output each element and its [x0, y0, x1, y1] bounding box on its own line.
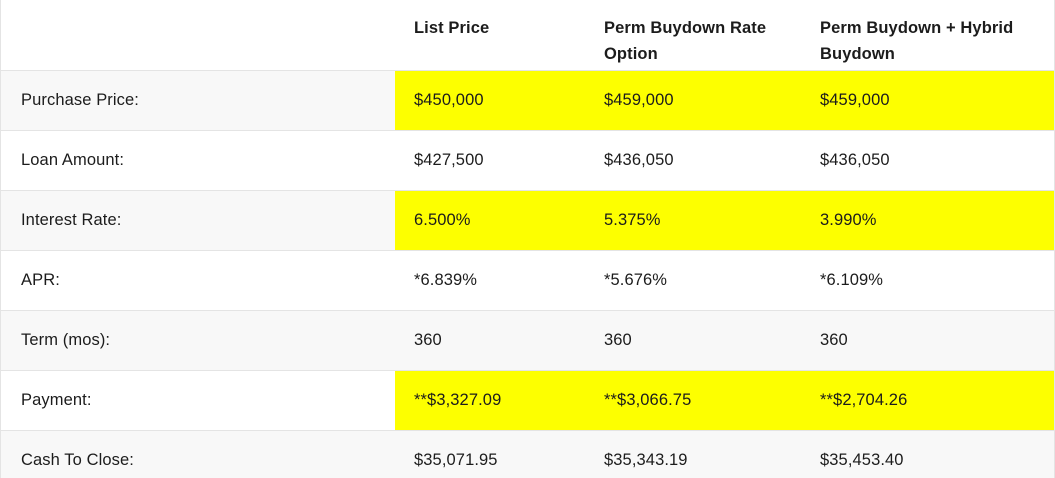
row-label: Purchase Price: [1, 71, 395, 130]
value-cell-perm-buydown: 5.375% [585, 191, 801, 250]
value-cell-perm-buydown: 360 [585, 311, 801, 370]
row-label: Loan Amount: [21, 151, 125, 169]
header-empty-cell [1, 0, 395, 70]
value-cell-perm-buydown-hybrid: $459,000 [801, 71, 1054, 130]
value-cell-perm-buydown: $459,000 [585, 71, 801, 130]
table-row: Interest Rate: 6.500% 5.375% 3.990% [1, 190, 1054, 250]
value-cell-list-price: **$3,327.09 [395, 371, 585, 430]
column-header-perm-buydown-rate-option: Perm Buydown Rate Option [585, 0, 801, 70]
value-cell-list-price: $35,071.95 [395, 431, 585, 478]
table-body: Purchase Price: $450,000 $459,000 $459,0… [1, 70, 1054, 478]
value-cell-list-price: 6.500% [395, 191, 585, 250]
table-row: Cash To Close: $35,071.95 $35,343.19 $35… [1, 430, 1054, 478]
row-label: APR: [21, 271, 60, 289]
table-row: Loan Amount: $427,500 $436,050 $436,050 [1, 130, 1054, 190]
value-cell-perm-buydown-hybrid: $436,050 [820, 151, 890, 169]
header-row: List Price Perm Buydown Rate Option Perm… [1, 0, 1054, 70]
row-label: Payment: [21, 391, 92, 409]
value-cell-perm-buydown-hybrid: 3.990% [801, 191, 1054, 250]
table-row: Term (mos): 360 360 360 [1, 310, 1054, 370]
value-cell-perm-buydown: $35,343.19 [585, 431, 801, 478]
value-cell-perm-buydown: **$3,066.75 [585, 371, 801, 430]
value-cell-list-price: $427,500 [414, 151, 484, 169]
table-row: APR: *6.839% *5.676% *6.109% [1, 250, 1054, 310]
table-row: Purchase Price: $450,000 $459,000 $459,0… [1, 70, 1054, 130]
value-cell-list-price: *6.839% [414, 271, 478, 289]
value-cell-list-price: $450,000 [395, 71, 585, 130]
table-row: Payment: **$3,327.09 **$3,066.75 **$2,70… [1, 370, 1054, 430]
row-label: Interest Rate: [1, 191, 395, 250]
column-header-perm-buydown-hybrid: Perm Buydown + Hybrid Buydown [801, 0, 1054, 70]
value-cell-list-price: 360 [395, 311, 585, 370]
value-cell-perm-buydown-hybrid: **$2,704.26 [801, 371, 1054, 430]
value-cell-perm-buydown: $436,050 [604, 151, 674, 169]
value-cell-perm-buydown-hybrid: 360 [801, 311, 1054, 370]
row-label: Cash To Close: [1, 431, 395, 478]
value-cell-perm-buydown-hybrid: $35,453.40 [801, 431, 1054, 478]
value-cell-perm-buydown: *5.676% [604, 271, 668, 289]
value-cell-perm-buydown-hybrid: *6.109% [820, 271, 884, 289]
column-header-list-price: List Price [395, 0, 585, 70]
row-label: Term (mos): [1, 311, 395, 370]
